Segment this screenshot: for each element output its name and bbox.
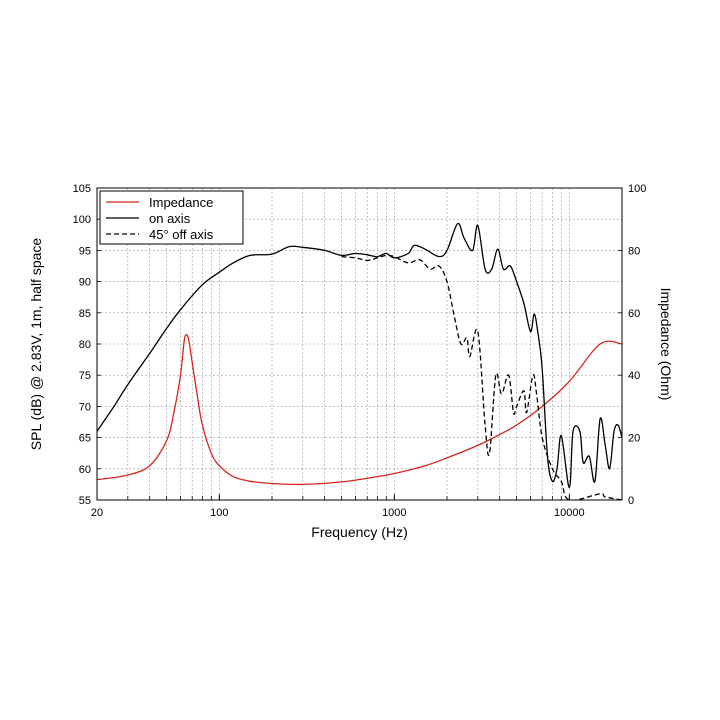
y-left-tick-label: 105	[73, 183, 91, 195]
y-left-tick-label: 80	[79, 339, 91, 351]
x-tick-label: 20	[91, 507, 103, 519]
y-left-tick-label: 70	[79, 401, 91, 413]
series-layer	[97, 222, 622, 500]
y-left-tick-label: 60	[79, 464, 91, 476]
y-right-tick-label: 40	[628, 370, 640, 382]
y-axis-right-title: Impedance (Ohm)	[658, 288, 674, 401]
y-left-tick-label: 65	[79, 433, 91, 445]
ticks: 55 60 65 70 75 80 85 90 95 100 105 0 20 40 60 80 100 20 10…	[73, 183, 647, 519]
x-tick-label: 1000	[382, 507, 406, 519]
legend-label-off-axis: 45° off axis	[149, 227, 214, 242]
y-right-tick-label: 0	[628, 495, 634, 507]
off-axis-curve	[341, 254, 622, 500]
on-axis-curve	[97, 222, 622, 489]
x-tick-label: 10000	[554, 507, 585, 519]
legend-label-on-axis: on axis	[149, 211, 191, 226]
y-right-tick-label: 20	[628, 433, 640, 445]
y-right-tick-label: 100	[628, 183, 646, 195]
legend-label-impedance: Impedance	[149, 195, 213, 210]
legend: Impedance on axis 45° off axis	[99, 190, 244, 245]
y-left-tick-label: 90	[79, 277, 91, 289]
y-left-tick-label: 85	[79, 308, 91, 320]
y-axis-left-title: SPL (dB) @ 2.83V, 1m, half space	[28, 238, 44, 451]
y-left-tick-label: 100	[73, 214, 91, 226]
y-left-tick-label: 75	[79, 370, 91, 382]
y-left-tick-label: 55	[79, 495, 91, 507]
x-tick-label: 100	[210, 507, 228, 519]
y-right-tick-label: 80	[628, 245, 640, 257]
y-right-tick-label: 60	[628, 308, 640, 320]
x-axis-title: Frequency (Hz)	[311, 524, 407, 540]
impedance-curve	[97, 333, 622, 486]
y-left-tick-label: 95	[79, 245, 91, 257]
